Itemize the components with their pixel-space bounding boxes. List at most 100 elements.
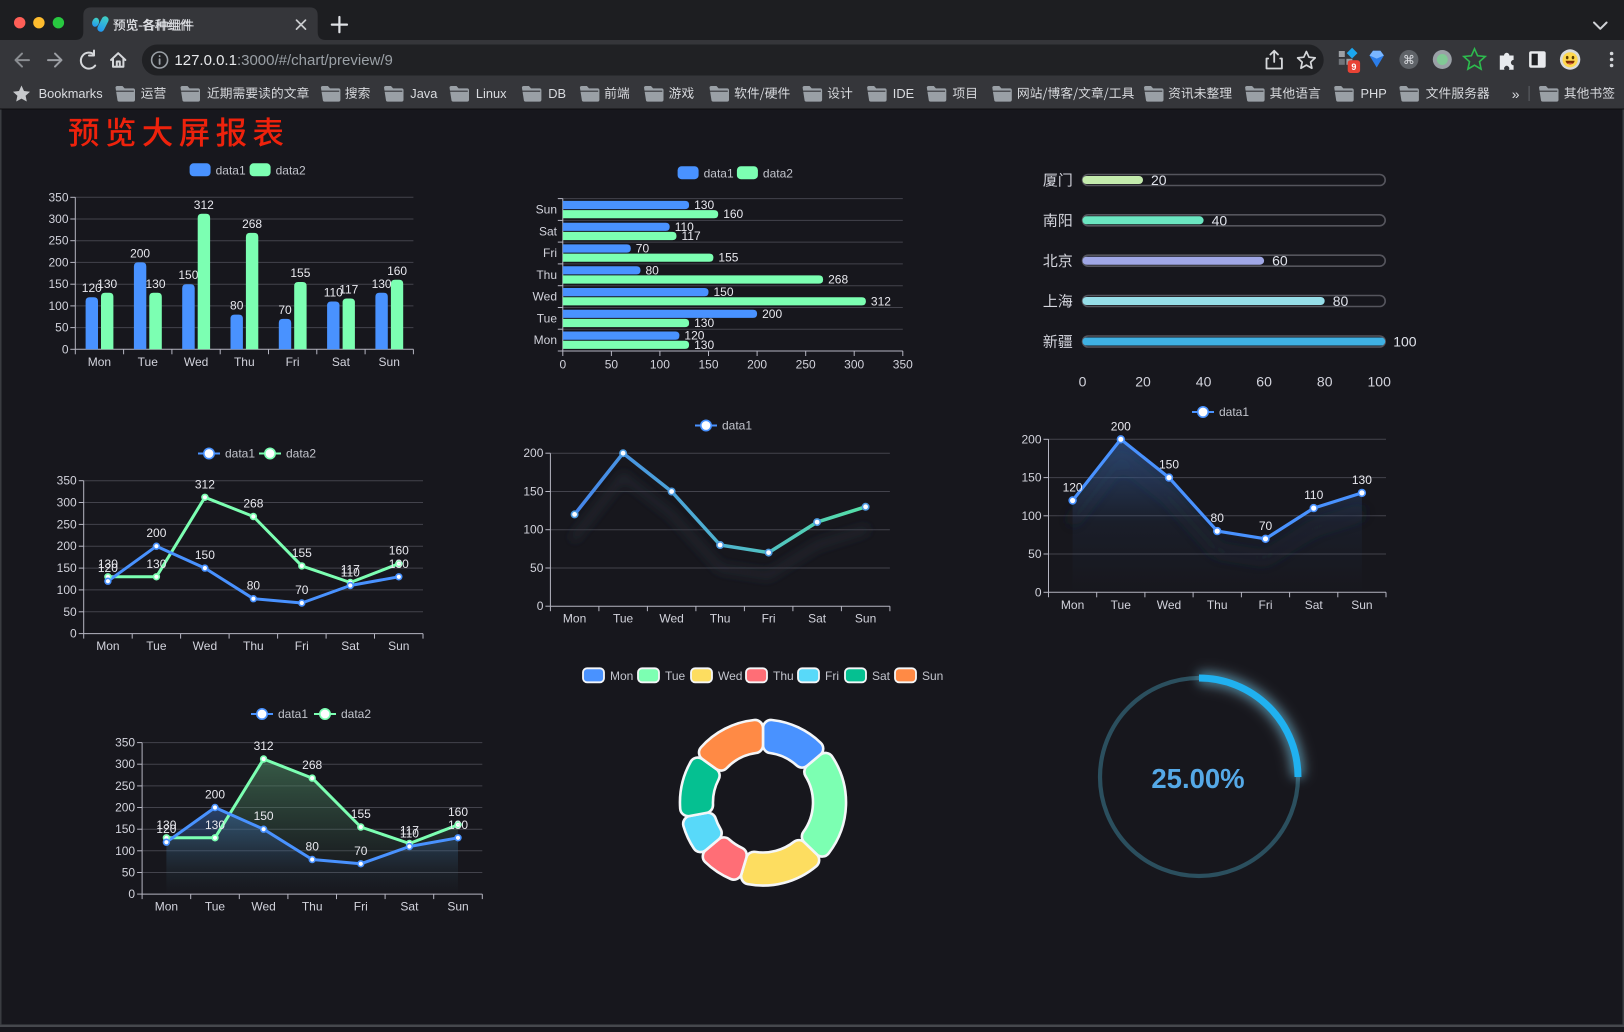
svg-text:130: 130 — [448, 818, 468, 832]
svg-text:Mon: Mon — [96, 639, 119, 653]
svg-text:120: 120 — [1063, 481, 1083, 495]
svg-text:300: 300 — [48, 212, 68, 226]
svg-text:40: 40 — [1212, 212, 1228, 228]
svg-text:data2: data2 — [763, 166, 793, 180]
svg-text:Tue: Tue — [537, 311, 558, 325]
svg-text:300: 300 — [115, 757, 135, 771]
svg-text:Fri: Fri — [762, 612, 776, 626]
svg-text:130: 130 — [146, 557, 166, 571]
svg-text:Sun: Sun — [388, 639, 409, 653]
svg-text:300: 300 — [844, 358, 864, 372]
svg-text:0: 0 — [70, 627, 77, 641]
svg-text:350: 350 — [57, 474, 77, 488]
svg-text:160: 160 — [448, 805, 468, 819]
svg-text:9: 9 — [1351, 62, 1356, 72]
svg-text:20: 20 — [1135, 374, 1151, 390]
svg-text:Sun: Sun — [1351, 598, 1372, 612]
svg-text:Sun: Sun — [379, 355, 400, 369]
svg-text:Sat: Sat — [1305, 598, 1324, 612]
svg-text:IDE: IDE — [893, 86, 914, 101]
svg-text:0: 0 — [537, 599, 544, 613]
svg-text:200: 200 — [48, 255, 68, 269]
svg-text:40: 40 — [1196, 374, 1212, 390]
svg-text:350: 350 — [115, 736, 135, 750]
svg-text:Thu: Thu — [234, 355, 255, 369]
svg-text:200: 200 — [523, 446, 543, 460]
svg-text:155: 155 — [718, 251, 738, 265]
svg-text:80: 80 — [1211, 511, 1225, 525]
svg-text:150: 150 — [523, 485, 543, 499]
svg-text:155: 155 — [292, 546, 312, 560]
svg-text:Sat: Sat — [808, 612, 827, 626]
svg-text:Tue: Tue — [205, 900, 226, 914]
svg-text:117: 117 — [339, 283, 358, 297]
svg-text:150: 150 — [48, 277, 68, 291]
svg-text:150: 150 — [254, 809, 274, 823]
svg-text:350: 350 — [893, 358, 913, 372]
svg-text:Fri: Fri — [286, 355, 300, 369]
svg-text:100: 100 — [650, 358, 670, 372]
svg-text:data1: data1 — [278, 707, 308, 721]
svg-text:50: 50 — [122, 866, 136, 880]
svg-text:80: 80 — [1317, 374, 1333, 390]
svg-text:150: 150 — [698, 358, 718, 372]
svg-text:150: 150 — [178, 268, 198, 282]
svg-text:150: 150 — [195, 548, 215, 562]
svg-text:200: 200 — [762, 307, 782, 321]
svg-text:Wed: Wed — [184, 355, 208, 369]
svg-text:50: 50 — [63, 605, 77, 619]
svg-text:»: » — [1512, 86, 1520, 102]
svg-text:0: 0 — [1079, 374, 1087, 390]
svg-text:130: 130 — [98, 557, 118, 571]
svg-text:100: 100 — [523, 523, 543, 537]
svg-text:Fri: Fri — [354, 900, 368, 914]
svg-text:312: 312 — [871, 294, 891, 308]
svg-text:130: 130 — [97, 277, 117, 291]
svg-text:117: 117 — [682, 229, 701, 243]
svg-text:250: 250 — [796, 358, 816, 372]
svg-text:Sun: Sun — [855, 612, 876, 626]
svg-text:0: 0 — [559, 358, 566, 372]
svg-text:117: 117 — [400, 824, 419, 838]
svg-text:Java: Java — [410, 86, 438, 101]
svg-text:70: 70 — [278, 303, 292, 317]
svg-text:Thu: Thu — [302, 900, 323, 914]
svg-text:312: 312 — [254, 739, 274, 753]
svg-text:data1: data1 — [704, 166, 734, 180]
svg-text:268: 268 — [828, 273, 848, 287]
svg-text:130: 130 — [694, 338, 714, 352]
svg-text:60: 60 — [1256, 374, 1272, 390]
svg-text:60: 60 — [1272, 253, 1288, 269]
svg-text:Linux: Linux — [476, 86, 507, 101]
svg-text:350: 350 — [48, 190, 68, 204]
svg-text:Thu: Thu — [710, 612, 731, 626]
svg-text:110: 110 — [1304, 488, 1323, 502]
svg-text:⌘: ⌘ — [1403, 53, 1415, 67]
svg-text:160: 160 — [723, 207, 743, 221]
svg-text:Mon: Mon — [563, 612, 586, 626]
svg-text:70: 70 — [636, 242, 650, 256]
svg-text:Bookmarks: Bookmarks — [39, 86, 103, 101]
svg-text:127.0.0.1:3000/#/chart/preview: 127.0.0.1:3000/#/chart/preview/9 — [174, 52, 393, 69]
svg-text:Mon: Mon — [534, 333, 557, 347]
svg-text:100: 100 — [1368, 374, 1392, 390]
svg-text:Sun: Sun — [447, 900, 468, 914]
svg-text:100: 100 — [57, 583, 77, 597]
svg-text:Wed: Wed — [193, 639, 217, 653]
svg-text:312: 312 — [195, 477, 215, 491]
svg-text:50: 50 — [1028, 547, 1042, 561]
svg-text:150: 150 — [1021, 471, 1041, 485]
svg-text:Fri: Fri — [543, 246, 557, 260]
svg-text:Sat: Sat — [539, 224, 558, 238]
svg-text:Sat: Sat — [400, 900, 419, 914]
svg-text:80: 80 — [306, 840, 320, 854]
svg-text:100: 100 — [1393, 334, 1417, 350]
svg-text:200: 200 — [130, 246, 150, 260]
svg-text:Mon: Mon — [1061, 598, 1084, 612]
svg-text:130: 130 — [145, 277, 165, 291]
svg-text:PHP: PHP — [1361, 86, 1387, 101]
svg-text:25.00%: 25.00% — [1151, 763, 1244, 794]
svg-text:data1: data1 — [225, 447, 255, 461]
svg-text:100: 100 — [1021, 509, 1041, 523]
svg-text:Wed: Wed — [1157, 598, 1181, 612]
